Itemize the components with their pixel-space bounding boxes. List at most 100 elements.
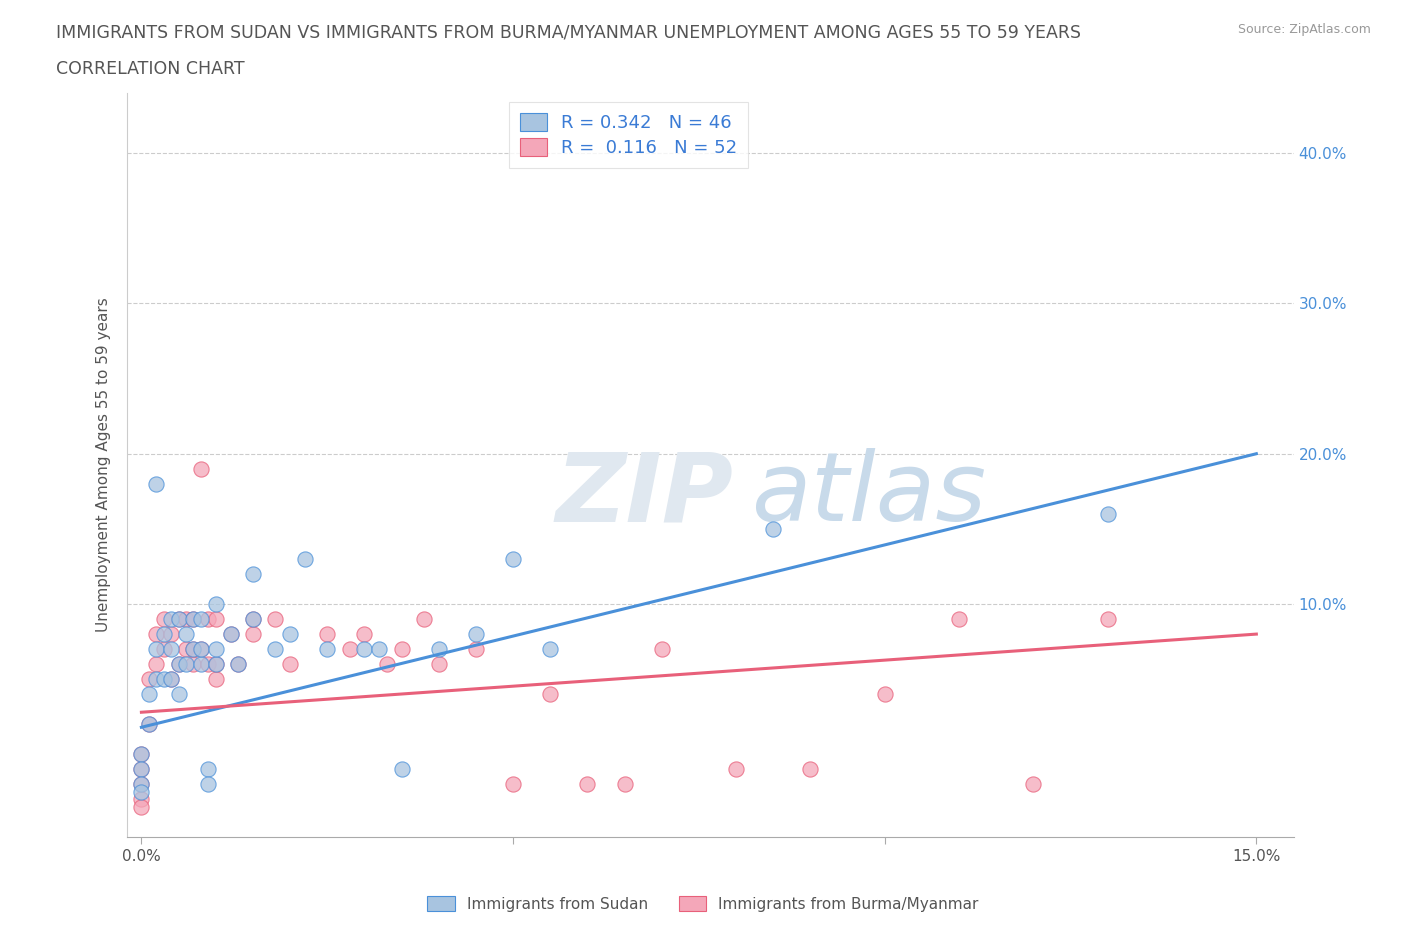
- Point: [138, 671, 160, 686]
- Text: IMMIGRANTS FROM SUDAN VS IMMIGRANTS FROM BURMA/MYANMAR UNEMPLOYMENT AMONG AGES 5: IMMIGRANTS FROM SUDAN VS IMMIGRANTS FROM…: [56, 23, 1081, 41]
- Point: [264, 612, 287, 627]
- Y-axis label: Unemployment Among Ages 55 to 59 years: Unemployment Among Ages 55 to 59 years: [96, 298, 111, 632]
- Point: [204, 657, 226, 671]
- Point: [160, 671, 183, 686]
- Text: Source: ZipAtlas.com: Source: ZipAtlas.com: [1237, 23, 1371, 36]
- Point: [226, 657, 249, 671]
- Point: [131, 800, 153, 815]
- Point: [427, 642, 450, 657]
- Point: [145, 627, 167, 642]
- Point: [502, 777, 524, 791]
- Point: [204, 642, 226, 657]
- Point: [190, 657, 212, 671]
- Point: [204, 596, 226, 611]
- Point: [204, 657, 226, 671]
- Point: [219, 627, 242, 642]
- Point: [375, 657, 398, 671]
- Point: [152, 612, 174, 627]
- Point: [131, 792, 153, 807]
- Point: [174, 612, 197, 627]
- Point: [183, 642, 205, 657]
- Point: [1022, 777, 1045, 791]
- Point: [197, 762, 219, 777]
- Point: [160, 612, 183, 627]
- Point: [190, 642, 212, 657]
- Point: [204, 612, 226, 627]
- Text: ZIP: ZIP: [555, 448, 734, 541]
- Point: [131, 747, 153, 762]
- Point: [131, 762, 153, 777]
- Point: [167, 612, 190, 627]
- Point: [138, 717, 160, 732]
- Point: [412, 612, 434, 627]
- Point: [762, 522, 785, 537]
- Point: [145, 642, 167, 657]
- Point: [538, 642, 561, 657]
- Point: [339, 642, 361, 657]
- Point: [190, 642, 212, 657]
- Point: [799, 762, 821, 777]
- Point: [174, 627, 197, 642]
- Point: [183, 657, 205, 671]
- Point: [242, 566, 264, 581]
- Point: [145, 657, 167, 671]
- Point: [353, 627, 375, 642]
- Point: [174, 657, 197, 671]
- Point: [948, 612, 970, 627]
- Point: [316, 642, 339, 657]
- Point: [167, 657, 190, 671]
- Point: [391, 762, 413, 777]
- Legend: Immigrants from Sudan, Immigrants from Burma/Myanmar: Immigrants from Sudan, Immigrants from B…: [422, 889, 984, 918]
- Point: [1097, 612, 1119, 627]
- Point: [131, 747, 153, 762]
- Point: [183, 642, 205, 657]
- Text: atlas: atlas: [751, 448, 986, 541]
- Point: [278, 627, 301, 642]
- Point: [197, 657, 219, 671]
- Point: [131, 762, 153, 777]
- Point: [278, 657, 301, 671]
- Point: [502, 551, 524, 566]
- Point: [174, 642, 197, 657]
- Point: [131, 777, 153, 791]
- Point: [294, 551, 316, 566]
- Point: [152, 627, 174, 642]
- Point: [190, 461, 212, 476]
- Point: [427, 657, 450, 671]
- Point: [152, 642, 174, 657]
- Point: [368, 642, 391, 657]
- Point: [242, 612, 264, 627]
- Point: [160, 627, 183, 642]
- Point: [391, 642, 413, 657]
- Point: [873, 686, 896, 701]
- Point: [219, 627, 242, 642]
- Point: [190, 612, 212, 627]
- Point: [264, 642, 287, 657]
- Point: [131, 785, 153, 800]
- Point: [183, 612, 205, 627]
- Point: [204, 671, 226, 686]
- Legend: R = 0.342   N = 46, R =  0.116   N = 52: R = 0.342 N = 46, R = 0.116 N = 52: [509, 102, 748, 167]
- Point: [152, 671, 174, 686]
- Point: [242, 612, 264, 627]
- Point: [138, 717, 160, 732]
- Point: [167, 657, 190, 671]
- Point: [145, 476, 167, 491]
- Point: [183, 612, 205, 627]
- Point: [131, 777, 153, 791]
- Point: [160, 642, 183, 657]
- Text: CORRELATION CHART: CORRELATION CHART: [56, 60, 245, 78]
- Point: [316, 627, 339, 642]
- Point: [1097, 507, 1119, 522]
- Point: [160, 671, 183, 686]
- Point: [725, 762, 748, 777]
- Point: [242, 627, 264, 642]
- Point: [138, 686, 160, 701]
- Point: [464, 642, 486, 657]
- Point: [353, 642, 375, 657]
- Point: [145, 671, 167, 686]
- Point: [464, 627, 486, 642]
- Point: [197, 777, 219, 791]
- Point: [538, 686, 561, 701]
- Point: [197, 612, 219, 627]
